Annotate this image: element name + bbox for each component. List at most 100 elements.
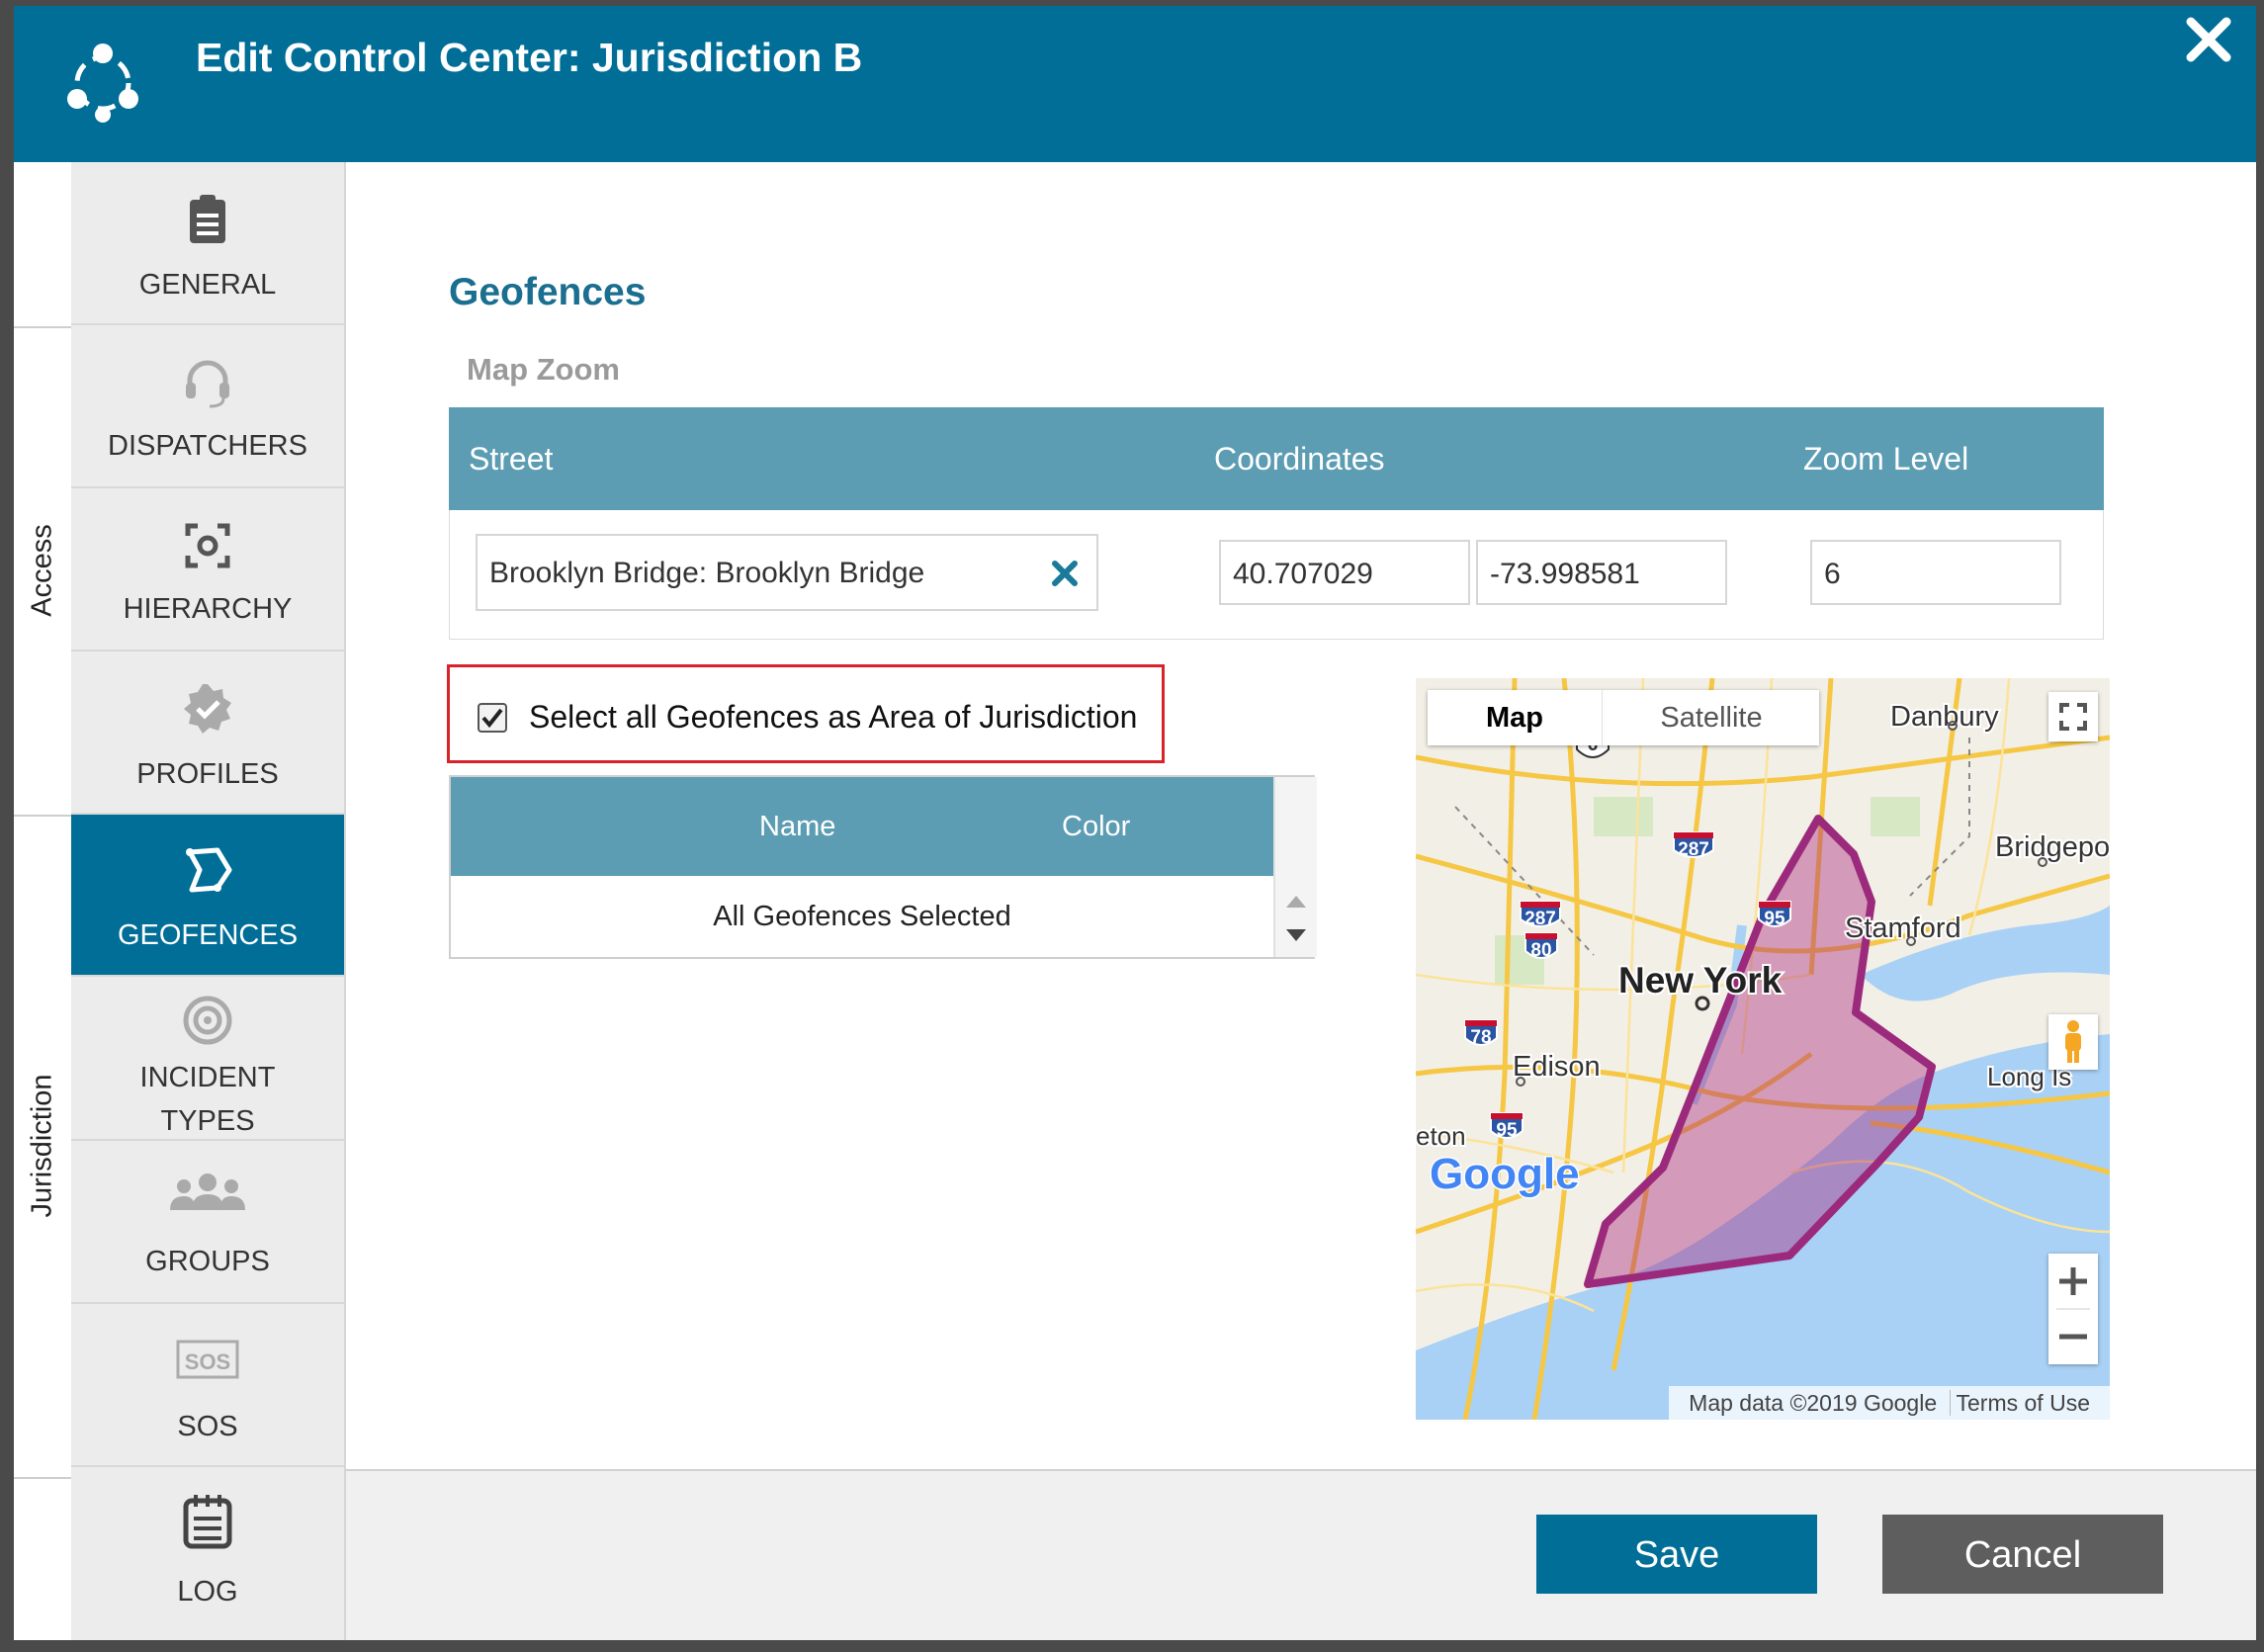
column-header-street: Street — [469, 441, 554, 477]
pegman-icon — [2065, 1020, 2081, 1063]
route-shield-95a: 95 — [1764, 909, 1785, 929]
tab-access[interactable]: Access — [14, 326, 71, 817]
zoom-level-input[interactable]: 6 — [1810, 540, 2061, 605]
scroll-up-icon[interactable] — [1284, 894, 1308, 910]
badge-check-icon — [184, 684, 231, 734]
map-label-edison: Edison — [1513, 1051, 1601, 1083]
select-all-checkbox[interactable] — [478, 703, 507, 733]
map-label-bridgeport: Bridgepo — [1995, 831, 2110, 863]
dialog-title: Edit Control Center: Jurisdiction B — [196, 35, 863, 80]
column-header-color: Color — [1062, 811, 1131, 842]
dialog-footer: Save Cancel — [346, 1469, 2256, 1640]
map-label-danbury: Danbury — [1890, 701, 1999, 733]
route-shield-80: 80 — [1530, 940, 1551, 961]
sidebar-item-label: GENERAL — [138, 269, 277, 301]
headset-icon — [186, 360, 229, 408]
polygon-icon — [186, 847, 232, 893]
fullscreen-icon — [2059, 703, 2087, 731]
map-data-attribution: Map data ©2019 Google — [1689, 1390, 1938, 1416]
target-icon — [183, 996, 232, 1045]
sidebar-item-log[interactable]: LOG — [71, 1467, 344, 1640]
map-zoom-label: Map Zoom — [467, 352, 620, 387]
sidebar-item-label: LOG — [177, 1576, 238, 1608]
checkmark-icon — [481, 708, 503, 729]
map-type-control: Map Satellite — [1428, 690, 1819, 745]
sidebar-item-label: GROUPS — [145, 1246, 270, 1277]
tab-jurisdiction-label: Jurisdiction — [26, 1074, 58, 1218]
section-title: Geofences — [449, 271, 647, 313]
scrollbar[interactable] — [1273, 777, 1317, 957]
sidebar-item-geofences[interactable]: GEOFENCES — [71, 815, 344, 977]
street-view-button[interactable] — [2048, 1014, 2098, 1070]
tab-access-label: Access — [26, 524, 58, 617]
zoom-in-icon[interactable] — [2048, 1254, 2098, 1364]
sidebar-item-label: DISPATCHERS — [108, 430, 307, 462]
tab-blank — [14, 162, 71, 328]
sidebar-item-label: INCIDENT — [139, 1062, 276, 1093]
scroll-down-icon[interactable] — [1284, 927, 1308, 943]
focus-icon — [185, 523, 230, 568]
zoom-control — [2048, 1254, 2098, 1364]
fullscreen-button[interactable] — [2048, 692, 2098, 741]
sidebar-item-dispatchers[interactable]: DISPATCHERS — [71, 325, 344, 488]
map-zoom-table-row: Brooklyn Bridge: Brooklyn Bridge 40.7070… — [449, 510, 2104, 640]
geofence-table: Name Color All Geofences Selected — [449, 775, 1317, 959]
cancel-button[interactable]: Cancel — [1882, 1515, 2163, 1594]
network-logo-icon — [67, 43, 138, 123]
geofence-table-header: Name Color — [451, 777, 1273, 876]
street-input[interactable]: Brooklyn Bridge: Brooklyn Bridge — [476, 534, 1098, 611]
sidebar-item-hierarchy[interactable]: HIERARCHY — [71, 488, 344, 652]
sidebar-item-label: PROFILES — [136, 758, 279, 790]
close-icon[interactable] — [2179, 10, 2238, 69]
map-label-new-york: New York — [1618, 960, 1783, 1000]
people-icon — [170, 1174, 245, 1210]
sidebar-item-profiles[interactable]: PROFILES — [71, 652, 344, 815]
column-header-coordinates: Coordinates — [1214, 441, 1385, 477]
terms-of-use-link[interactable]: Terms of Use — [1949, 1390, 2096, 1416]
tab-jurisdiction[interactable]: Jurisdiction — [14, 815, 71, 1479]
geofences-panel: Geofences Map Zoom Street Coordinates Zo… — [346, 162, 2256, 1469]
column-header-zoom-level: Zoom Level — [1803, 441, 1969, 477]
map-label-stamford: Stamford — [1845, 913, 1961, 944]
sos-icon: SOS — [176, 1340, 239, 1379]
route-shield-287b: 287 — [1524, 909, 1556, 929]
route-shield-287a: 287 — [1678, 839, 1709, 860]
route-shield-78: 78 — [1470, 1027, 1491, 1048]
longitude-input[interactable]: -73.998581 — [1476, 540, 1727, 605]
section-tabs: Access Jurisdiction — [14, 162, 73, 1640]
sidebar-item-label: HIERARCHY — [123, 593, 293, 625]
sidebar-nav: GENERAL DISPATCHERS HIERARCHY PROFILES — [71, 162, 346, 1640]
table-row: All Geofences Selected — [713, 901, 1011, 932]
map-type-map-button[interactable]: Map — [1486, 702, 1543, 734]
map-zoom-table-header: Street Coordinates Zoom Level — [449, 407, 2104, 510]
column-header-name: Name — [759, 811, 836, 842]
sidebar-item-label-line2: TYPES — [160, 1105, 255, 1137]
clipboard-icon — [190, 195, 225, 243]
map-type-satellite-button[interactable]: Satellite — [1602, 690, 1820, 745]
latitude-input[interactable]: 40.707029 — [1219, 540, 1470, 605]
geofence-map[interactable]: Danbury Bridgepo Stamford Long Is Edison… — [1416, 678, 2110, 1420]
save-button[interactable]: Save — [1536, 1515, 1817, 1594]
sidebar-item-groups[interactable]: GROUPS — [71, 1141, 344, 1304]
map-canvas: Danbury Bridgepo Stamford Long Is Edison… — [1416, 678, 2110, 1420]
select-all-label[interactable]: Select all Geofences as Area of Jurisdic… — [529, 699, 1138, 735]
sidebar-item-label: GEOFENCES — [117, 919, 299, 951]
street-value: Brooklyn Bridge: Brooklyn Bridge — [489, 557, 925, 589]
sidebar-item-general[interactable]: GENERAL — [71, 162, 344, 325]
sidebar-item-label: SOS — [177, 1411, 238, 1442]
map-label-eton: eton — [1416, 1121, 1466, 1151]
svg-text:SOS: SOS — [185, 1349, 230, 1374]
dialog-header: Edit Control Center: Jurisdiction B — [14, 6, 2256, 162]
zoom-out-icon[interactable] — [2048, 1309, 2098, 1364]
clear-icon[interactable] — [1047, 556, 1083, 591]
route-shield-95b: 95 — [1496, 1120, 1518, 1141]
sidebar-item-incident-types[interactable]: INCIDENT TYPES — [71, 977, 344, 1141]
map-attribution: Map data ©2019 Google Terms of Use — [1669, 1386, 2110, 1420]
sidebar-item-sos[interactable]: SOS SOS — [71, 1304, 344, 1467]
google-logo: Google — [1430, 1150, 1580, 1198]
select-all-highlight: Select all Geofences as Area of Jurisdic… — [447, 664, 1165, 763]
map-label-long-island: Long Is — [1987, 1062, 2071, 1091]
notepad-icon — [183, 1495, 232, 1549]
edit-control-center-dialog: Edit Control Center: Jurisdiction B Acce… — [14, 6, 2256, 1640]
